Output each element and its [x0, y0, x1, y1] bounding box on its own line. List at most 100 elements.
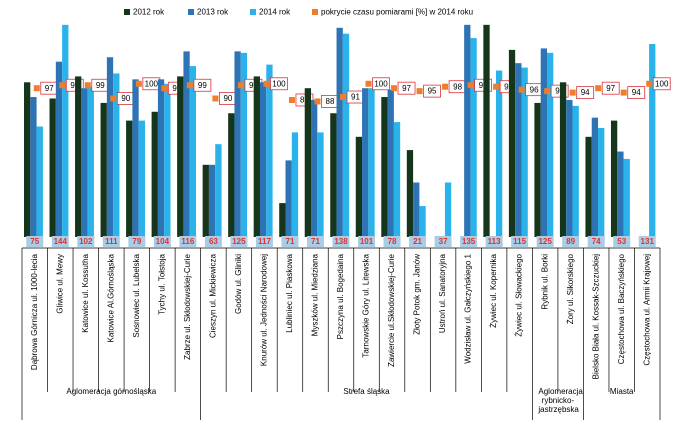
bar [24, 82, 31, 237]
marker-label: 95 [428, 87, 437, 96]
marker-label: 100 [272, 79, 286, 88]
bar [183, 51, 190, 237]
value-label: 37 [439, 237, 448, 246]
marker [416, 88, 423, 95]
bar [515, 63, 522, 237]
value-label: 89 [566, 237, 575, 246]
marker-label: 99 [198, 81, 207, 90]
value-label-box [128, 236, 146, 247]
value-label: 115 [513, 237, 526, 246]
bar [266, 64, 273, 238]
marker [33, 85, 40, 92]
bar [208, 164, 216, 237]
marker-label: 96 [530, 85, 539, 94]
value-label-box [26, 236, 44, 247]
x-tick-label: Złoty Potok gm. Janów [413, 254, 422, 335]
marker-label: 100 [374, 79, 388, 88]
value-label-box [409, 236, 427, 247]
value-label: 138 [334, 237, 348, 246]
value-label: 21 [413, 237, 422, 246]
value-label: 102 [79, 237, 93, 246]
bar [55, 61, 63, 237]
x-tick-label: Knurów ul. Jedności Narodowej [260, 254, 269, 366]
value-label: 104 [156, 237, 170, 246]
bar [113, 73, 120, 238]
bar [623, 158, 630, 237]
bar [132, 79, 139, 237]
bar [342, 33, 350, 238]
bar [259, 82, 267, 237]
bar [362, 88, 369, 238]
legend-swatch [312, 9, 318, 15]
value-label: 78 [388, 237, 397, 246]
value-label: 116 [181, 237, 194, 246]
marker [340, 94, 346, 101]
marker-label-box [576, 86, 595, 100]
bar [228, 113, 235, 237]
bar [106, 57, 114, 238]
bar [470, 38, 477, 237]
marker [161, 85, 168, 92]
x-tick-label: Lubliniec ul. Piaskowa [285, 253, 294, 332]
value-label: 101 [360, 237, 374, 246]
bar [87, 86, 94, 237]
marker-label-box [423, 84, 441, 98]
x-tick-label: Katowice ul. Kossutha [81, 253, 90, 332]
value-label: 71 [286, 237, 295, 246]
marker-label: 97 [606, 84, 615, 93]
bar [464, 24, 471, 238]
bar [355, 136, 363, 237]
bar [317, 132, 324, 237]
marker [391, 85, 398, 92]
legend-swatch [188, 9, 194, 15]
bar [495, 70, 503, 237]
value-label-box [587, 236, 605, 247]
bar [36, 126, 43, 237]
bar [100, 102, 107, 237]
marker [569, 89, 576, 96]
value-label: 53 [617, 237, 626, 246]
marker [212, 95, 219, 102]
marker-label: 94 [632, 88, 641, 97]
value-label-box [77, 236, 95, 247]
marker [84, 82, 91, 89]
value-label-box [511, 236, 529, 247]
value-label: 79 [132, 237, 141, 246]
bar [540, 48, 547, 238]
marker [263, 80, 270, 87]
marker-label: 94 [581, 88, 590, 97]
x-tick-label: Myszków ul. Miedziana [311, 253, 320, 336]
bar [311, 99, 318, 237]
value-label-box [306, 236, 324, 247]
group-label: Miasta [609, 387, 634, 396]
marker [620, 89, 627, 96]
bar [126, 120, 133, 237]
value-label-box [281, 236, 299, 247]
bar [49, 98, 56, 237]
bar [521, 67, 528, 237]
marker-label: 91 [351, 93, 360, 102]
marker [646, 80, 653, 87]
bar [138, 120, 145, 237]
value-label: 75 [30, 237, 39, 246]
x-tick-label: Godów ul. Gliniki [234, 254, 243, 314]
bar [157, 79, 165, 237]
marker-label: 99 [96, 81, 105, 90]
bar [215, 144, 222, 237]
value-label-box [153, 236, 171, 247]
value-label-box [638, 236, 656, 247]
group-label: Strefa śląska [343, 387, 390, 396]
x-tick-label: Częstochowa ul. Armii Krajowej [642, 254, 651, 366]
value-label-box [613, 236, 631, 247]
bar [610, 120, 618, 237]
x-tick-label: Sosnowiec ul. Lubelska [132, 253, 141, 337]
bar [617, 151, 624, 237]
value-label-box [536, 236, 554, 247]
value-label: 131 [641, 237, 655, 246]
bar [444, 182, 452, 237]
bar [279, 203, 286, 237]
marker-label-box [397, 81, 416, 95]
value-label: 111 [105, 237, 118, 246]
bar [164, 83, 171, 237]
